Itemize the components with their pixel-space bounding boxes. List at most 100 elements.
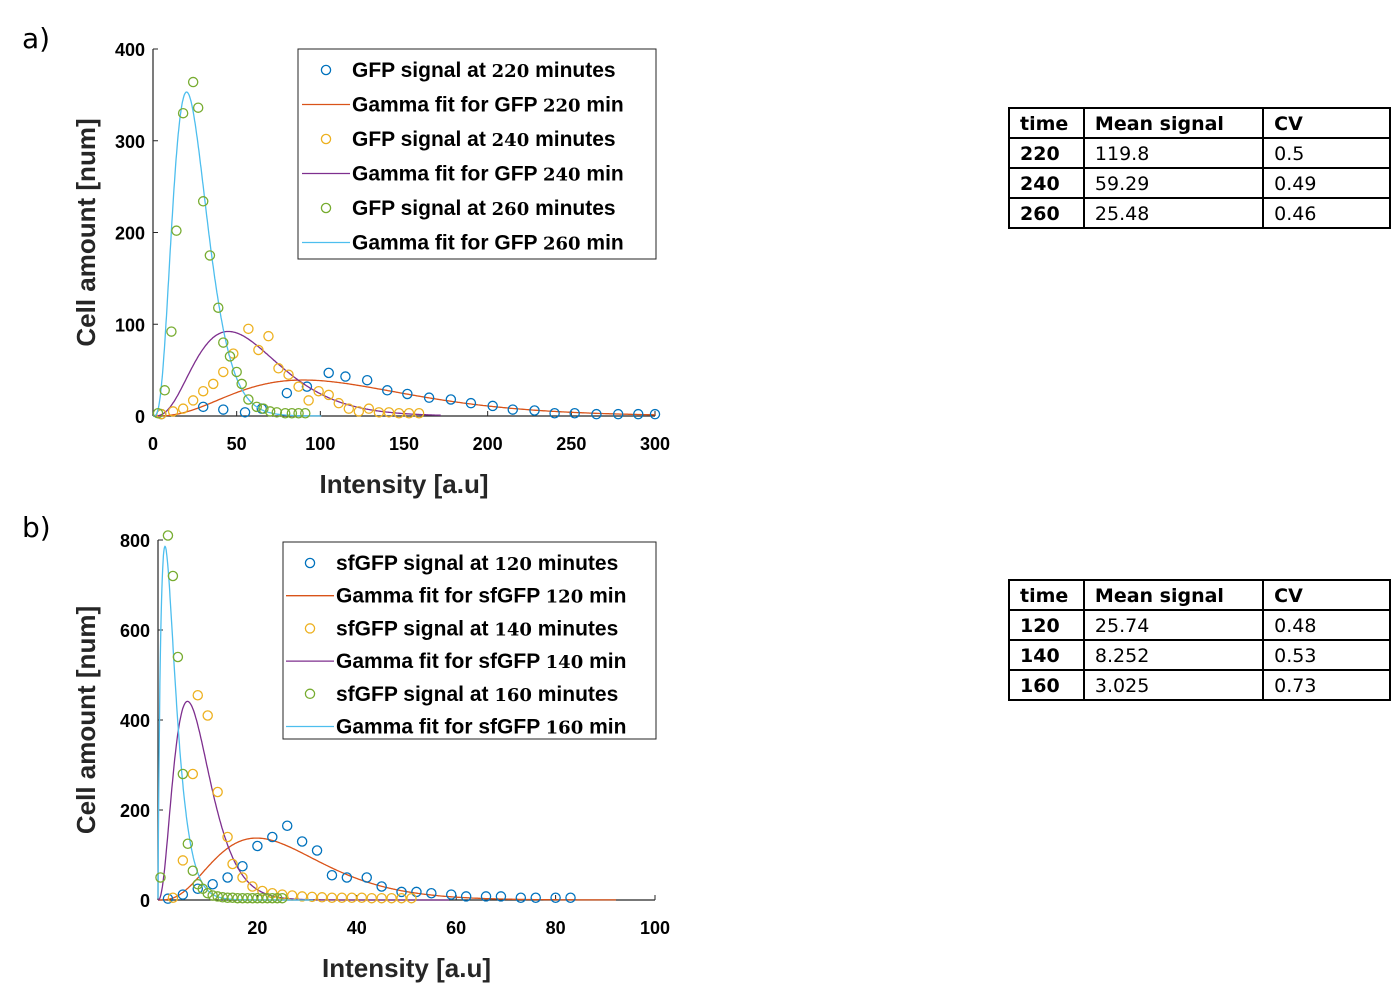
table-header-mean: Mean signal [1082, 579, 1265, 611]
table-cell-mean: 25.74 [1082, 609, 1265, 641]
data-point [386, 892, 397, 904]
data-point [167, 570, 179, 582]
data-point [247, 892, 258, 904]
data-point [361, 374, 373, 386]
legend-marker [304, 557, 316, 569]
table-cell-cv: 0.46 [1262, 197, 1391, 229]
data-point [460, 891, 472, 902]
data-point [550, 892, 561, 904]
y-tick-label: 0 [140, 891, 150, 911]
data-point [224, 351, 236, 362]
data-point [323, 367, 334, 379]
fit-curve [153, 379, 655, 417]
table-cell-cv: 0.49 [1262, 167, 1391, 199]
data-point [383, 407, 395, 418]
data-point [480, 891, 492, 902]
x-tick-label: 80 [546, 918, 566, 938]
data-point [306, 891, 318, 903]
legend-label: Gamma fit for GFP 220 min [352, 94, 624, 117]
data-point [242, 892, 253, 904]
legend-label: Gamma fit for sfGFP 160 min [336, 716, 626, 739]
data-point [293, 407, 304, 419]
x-tick-label: 200 [473, 434, 503, 454]
data-point [171, 225, 182, 236]
data-point [396, 886, 407, 898]
legend-label: GFP signal at 240 minutes [352, 128, 616, 151]
table-cell-cv: 0.48 [1262, 609, 1391, 641]
table-cell-time: 160 [1008, 669, 1085, 701]
panel-label: a) [22, 22, 50, 55]
plot-area [152, 76, 661, 420]
data-point [202, 710, 213, 721]
legend-label: Gamma fit for sfGFP 140 min [336, 650, 626, 673]
data-point [243, 394, 254, 405]
data-point [162, 893, 174, 904]
table-header-cv: CV [1262, 107, 1391, 139]
data-point [286, 407, 298, 419]
data-point [276, 892, 288, 904]
data-point [281, 387, 293, 399]
data-point [155, 872, 166, 883]
data-point [426, 888, 437, 899]
data-point [177, 855, 189, 866]
y-tick-label: 300 [115, 132, 145, 152]
x-axis-label: Intensity [a.u] [319, 469, 488, 499]
data-point [487, 400, 498, 412]
fit-curve [153, 91, 322, 417]
data-point [192, 102, 204, 113]
y-tick-label: 600 [120, 621, 150, 641]
table-cell-cv: 0.73 [1262, 669, 1391, 701]
data-point [177, 403, 189, 414]
data-point [212, 786, 223, 798]
data-point [239, 407, 251, 418]
y-tick-label: 200 [120, 801, 150, 821]
x-tick-label: 50 [227, 434, 247, 454]
data-point [236, 378, 247, 390]
data-point [649, 408, 661, 420]
data-point [197, 401, 209, 413]
y-tick-label: 200 [115, 224, 145, 244]
table-header-row: time Mean signal CV [1008, 107, 1391, 139]
x-tick-label: 250 [556, 434, 586, 454]
data-point [207, 378, 219, 390]
data-point [227, 858, 238, 870]
data-point [237, 892, 248, 904]
legend-label: Gamma fit for sfGFP 120 min [336, 585, 626, 608]
data-point [382, 385, 393, 396]
data-point [445, 889, 457, 900]
table-header-row: time Mean signal CV [1008, 579, 1391, 611]
data-point [166, 326, 177, 337]
data-point [187, 76, 199, 88]
data-point [411, 886, 422, 898]
fit-curve [158, 837, 616, 901]
data-point [326, 892, 338, 904]
data-point [423, 392, 435, 403]
data-point [530, 892, 541, 904]
data-point [257, 885, 268, 897]
chart-panel-a: a) 0 50 100 150 200 250 300 0 100 200 300 400 Intensi… [22, 22, 670, 499]
data-point [227, 892, 238, 904]
data-point [343, 403, 355, 414]
data-point [263, 330, 274, 342]
data-point [612, 408, 624, 420]
table-cell-time: 240 [1008, 167, 1085, 199]
table-header-time: time [1008, 579, 1085, 611]
data-point [217, 892, 228, 903]
data-point [326, 870, 338, 881]
y-tick-label: 400 [120, 711, 150, 731]
data-point [152, 407, 164, 419]
data-point [197, 385, 209, 397]
x-tick-label: 150 [389, 434, 419, 454]
y-tick-label: 400 [115, 40, 145, 60]
data-point [243, 323, 254, 335]
data-point [204, 250, 216, 261]
data-point [218, 366, 229, 378]
data-point [340, 371, 351, 382]
data-point [300, 407, 311, 419]
legend-label: GFP signal at 260 minutes [352, 197, 616, 220]
data-point [406, 892, 417, 904]
data-point [251, 401, 262, 413]
data-point [207, 890, 218, 901]
table-cell-mean: 8.252 [1082, 639, 1265, 671]
data-point [192, 883, 204, 895]
